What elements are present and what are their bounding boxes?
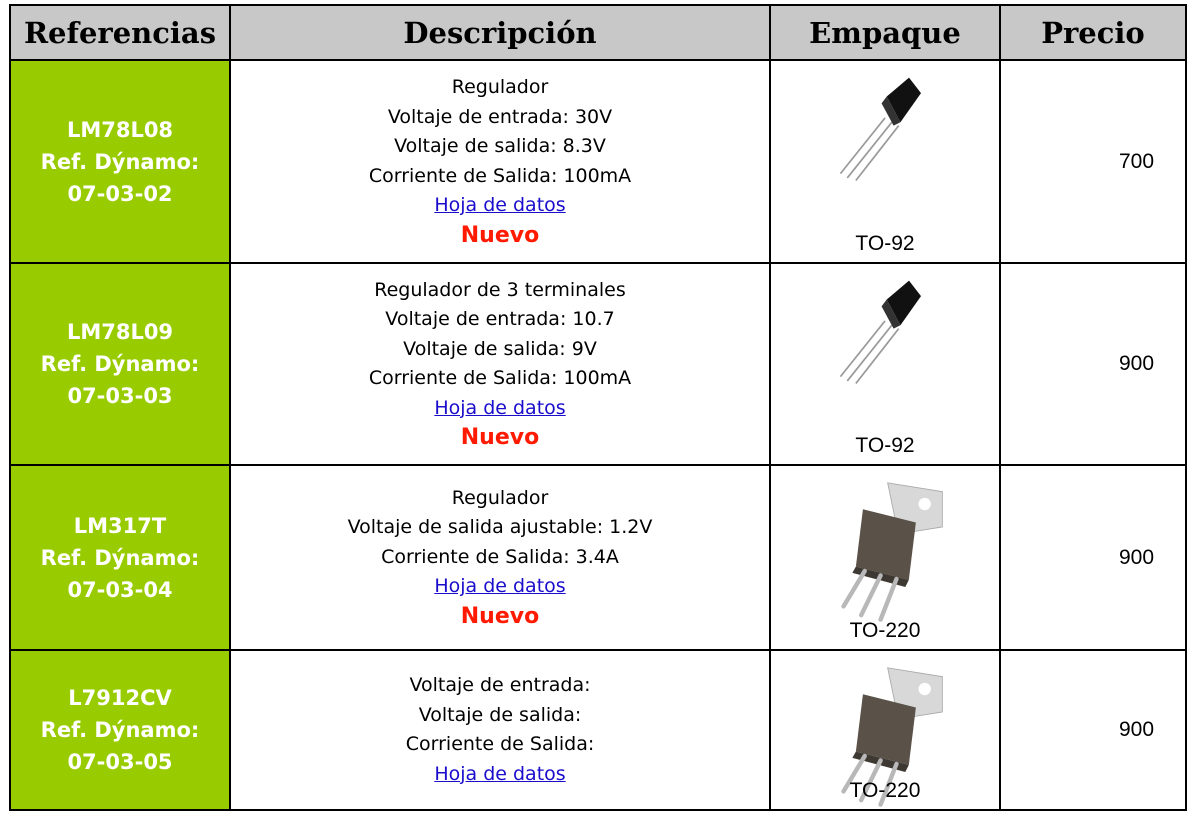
reference-ref-label: Ref. Dýnamo: [40,352,200,376]
reference-code: 07-03-04 [67,577,173,602]
package-label: TO-220 [849,779,921,802]
package-label: TO-92 [855,434,915,457]
package-image [825,69,945,184]
reference-cell: LM78L08 Ref. Dýnamo: 07-03-02 [9,59,231,264]
description-line: Voltaje de salida: 8.3V [394,135,606,157]
description-line: Voltaje de entrada: [409,674,591,696]
reference-code: 07-03-05 [67,750,173,774]
datasheet-row: Hoja de datos [231,572,769,602]
description-line: Voltaje de salida: [418,703,582,726]
table-row: LM78L08 Ref. Dýnamo: 07-03-02 Regulador Volt… [9,59,1187,264]
package-image [810,474,960,624]
reference-part: LM78L08 [66,117,174,142]
price: 700 [1119,149,1155,173]
table-row: LM317T Ref. Dýnamo: 07-03-04 Regulador Volta… [9,464,1187,651]
reference-cell: L7912CV Ref. Dýnamo: 07-03-05 [9,649,231,811]
description-line: Voltaje de entrada: 10.7 [385,308,615,330]
description-line: Corriente de Salida: 3.4A [381,545,619,568]
price: 900 [1119,352,1155,375]
reference-part: LM317T [73,513,167,538]
datasheet-link[interactable]: Hoja de datos [434,762,566,785]
description-line: Corriente de Salida: 100mA [368,367,632,389]
reference-ref-label: Ref. Dýnamo: [40,149,200,174]
product-table: Referencias Descripción Empaque Precio L… [9,4,1187,811]
reference-code: 07-03-02 [67,181,173,206]
datasheet-link[interactable]: Hoja de datos [434,194,566,216]
price-cell: 900 [999,649,1187,811]
package-label: TO-220 [849,619,921,642]
reference-code: 07-03-03 [67,384,173,408]
description-cell: Voltaje de entrada: Voltaje de salida: Cor… [229,649,771,811]
reference-part: LM78L09 [66,320,174,344]
table-row: LM78L09 Ref. Dýnamo: 07-03-03 Regulador de … [9,262,1187,466]
reference-cell: LM317T Ref. Dýnamo: 07-03-04 [9,464,231,651]
description-cell: Regulador de 3 terminales Voltaje de entr… [229,262,771,466]
price-cell: 900 [999,464,1187,651]
description-line: Voltaje de salida: 9V [403,337,597,360]
price-cell: 700 [999,59,1187,264]
table-header: Referencias Descripción Empaque Precio [9,4,1187,61]
description-line: Regulador [451,486,549,509]
package-cell: TO-220 [769,649,1001,811]
description-line: Regulador [451,76,549,98]
column-header: Empaque [769,4,1001,61]
package-cell: TO-92 [769,262,1001,466]
datasheet-link[interactable]: Hoja de datos [434,575,566,598]
reference-cell: LM78L09 Ref. Dýnamo: 07-03-03 [9,262,231,466]
price: 900 [1119,718,1155,741]
price-cell: 900 [999,262,1187,466]
description-line: Voltaje de entrada: 30V [387,105,613,128]
description-line: Corriente de Salida: [405,733,595,755]
column-header: Referencias [9,4,231,61]
datasheet-row: Hoja de datos [231,760,769,790]
datasheet-row: Hoja de datos [231,394,769,424]
column-header: Precio [999,4,1187,61]
table-row: L7912CV Ref. Dýnamo: 07-03-05 Voltaje de en… [9,649,1187,811]
new-badge: Nuevo [460,603,540,629]
package-image [825,272,945,387]
new-badge: Nuevo [460,222,540,248]
description-line: Voltaje de salida ajustable: 1.2V [347,516,653,539]
package-label: TO-92 [855,232,915,255]
reference-part: L7912CV [68,686,172,710]
description-line: Corriente de Salida: 100mA [368,164,632,187]
description-cell: Regulador Voltaje de salida ajustable: 1.… [229,464,771,651]
package-cell: TO-220 [769,464,1001,651]
table-body: LM78L08 Ref. Dýnamo: 07-03-02 Regulador Volt… [9,59,1187,811]
package-cell: TO-92 [769,59,1001,264]
new-badge: Nuevo [460,425,540,450]
price: 900 [1119,545,1155,569]
datasheet-link[interactable]: Hoja de datos [434,396,566,419]
description-line: Regulador de 3 terminales [374,278,626,301]
column-header: Descripción [229,4,771,61]
datasheet-row: Hoja de datos [231,191,769,221]
reference-ref-label: Ref. Dýnamo: [40,545,200,570]
description-cell: Regulador Voltaje de entrada: 30V Voltaje … [229,59,771,264]
reference-ref-label: Ref. Dýnamo: [40,718,200,742]
